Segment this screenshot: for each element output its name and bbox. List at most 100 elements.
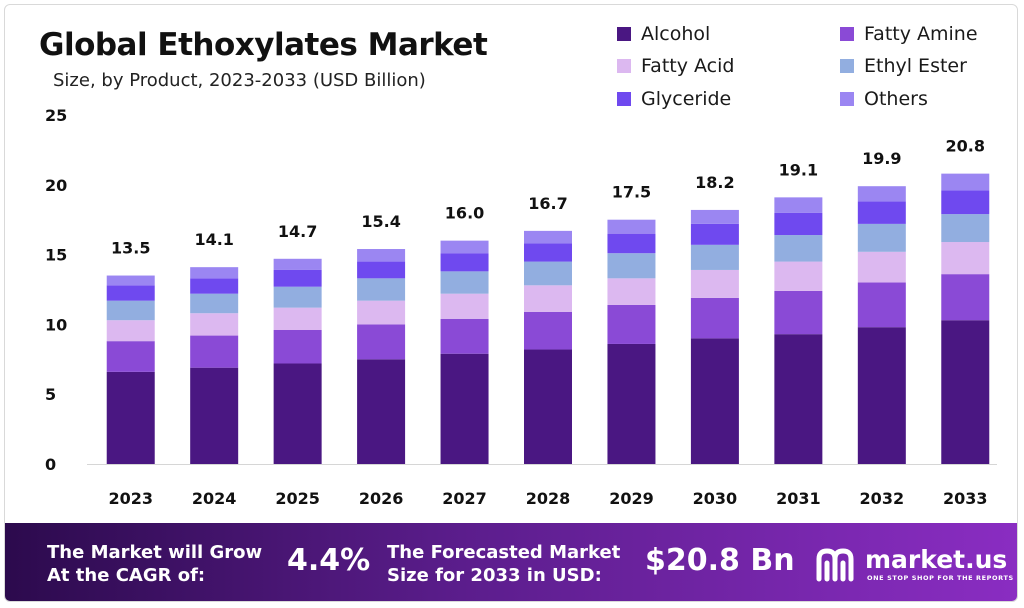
bar-total-label: 19.1 — [779, 160, 818, 179]
bar-segment-alcohol — [106, 371, 155, 464]
y-tick-label: 25 — [45, 106, 67, 125]
bar-segment-ethyl-ester — [190, 293, 239, 314]
bar-segment-others — [524, 230, 572, 244]
y-tick-label: 5 — [45, 385, 56, 404]
x-tick-label: 2025 — [275, 489, 320, 508]
x-tick-label: 2030 — [693, 489, 738, 508]
forecast-label-line2: Size for 2033 in USD: — [387, 565, 602, 586]
bar-segment-alcohol — [273, 363, 322, 464]
bar-segment-glyceride — [190, 278, 239, 294]
legend-item-glyceride: Glyceride — [617, 87, 731, 111]
bar-segment-others — [273, 258, 322, 270]
brand-logo: market.us ONE STOP SHOP FOR THE REPORTS — [813, 543, 1013, 587]
bar-segment-fatty-amine — [607, 304, 656, 344]
x-tick-label: 2031 — [776, 489, 821, 508]
legend-item-others: Others — [840, 87, 928, 111]
y-tick-label: 0 — [45, 455, 56, 474]
bar-segment-others — [440, 240, 489, 254]
bar-segment-fatty-amine — [190, 335, 239, 368]
bar-segment-fatty-acid — [607, 278, 656, 305]
bar-segment-ethyl-ester — [857, 223, 906, 252]
legend-swatch-ethyl-ester — [840, 59, 854, 73]
bar-segment-others — [774, 197, 823, 213]
bar-segment-glyceride — [857, 201, 906, 224]
bar-segment-others — [941, 173, 990, 191]
cagr-label-line1: The Market will Grow — [47, 542, 263, 563]
bar-segment-ethyl-ester — [357, 278, 406, 301]
x-tick-label: 2028 — [526, 489, 571, 508]
cagr-value: 4.4% — [287, 543, 371, 578]
x-tick-label: 2023 — [108, 489, 153, 508]
bar-segment-glyceride — [774, 212, 823, 236]
cagr-label: The Market will Grow At the CAGR of: — [47, 541, 262, 587]
legend-item-alcohol: Alcohol — [617, 22, 710, 46]
legend-item-fatty-amine: Fatty Amine — [840, 22, 978, 46]
bar-segment-fatty-amine — [941, 274, 990, 321]
legend-swatch-glyceride — [617, 92, 631, 106]
bar-segment-ethyl-ester — [774, 235, 823, 262]
bar-total-label: 13.5 — [111, 239, 150, 258]
bar-segment-ethyl-ester — [607, 253, 656, 279]
y-tick-label: 15 — [45, 246, 67, 265]
bar-segment-fatty-amine — [690, 297, 739, 339]
bar-total-label: 17.5 — [612, 183, 651, 202]
bar-segment-fatty-acid — [357, 300, 406, 325]
bar-total-label: 16.0 — [445, 204, 484, 223]
bar-segment-others — [190, 267, 239, 279]
bar-segment-ethyl-ester — [106, 300, 155, 321]
bar-segment-others — [357, 249, 406, 262]
bar-segment-fatty-acid — [774, 261, 823, 291]
bar-segment-fatty-acid — [857, 251, 906, 283]
x-tick-label: 2026 — [359, 489, 404, 508]
cagr-label-line2: At the CAGR of: — [47, 565, 206, 586]
bar-segment-alcohol — [941, 320, 990, 464]
bar-total-label: 18.2 — [695, 173, 734, 192]
bar-segment-alcohol — [857, 327, 906, 464]
bar-segment-alcohol — [774, 334, 823, 464]
legend-label: Fatty Amine — [864, 23, 978, 45]
bar-segment-ethyl-ester — [690, 244, 739, 270]
x-tick-label: 2033 — [943, 489, 988, 508]
bar-segment-ethyl-ester — [524, 261, 572, 286]
bar-segment-glyceride — [357, 261, 406, 279]
stacked-bar-chart: 051015202513.5202314.1202414.7202515.420… — [45, 106, 997, 508]
bar-segment-glyceride — [690, 223, 739, 245]
legend-label: Others — [864, 88, 928, 110]
bar-segment-others — [857, 186, 906, 202]
bar-total-label: 20.8 — [946, 137, 985, 156]
bar-segment-glyceride — [106, 285, 155, 301]
bar-segment-ethyl-ester — [273, 286, 322, 308]
bar-segment-fatty-amine — [440, 318, 489, 354]
bar-segment-fatty-acid — [690, 269, 739, 298]
bar-total-label: 14.1 — [194, 230, 233, 249]
legend-swatch-fatty-acid — [617, 59, 631, 73]
bar-total-label: 19.9 — [862, 149, 901, 168]
legend-label: Ethyl Ester — [864, 55, 967, 77]
bar-segment-ethyl-ester — [941, 214, 990, 243]
legend-label: Fatty Acid — [641, 55, 735, 77]
bar-total-label: 15.4 — [361, 212, 400, 231]
chart-legend: Alcohol Fatty Amine Fatty Acid Ethyl Est… — [617, 19, 1017, 119]
bar-segment-fatty-acid — [106, 320, 155, 342]
bar-segment-fatty-acid — [524, 285, 572, 312]
bar-segment-fatty-amine — [106, 341, 155, 372]
bar-segment-others — [106, 275, 155, 286]
bar-segment-glyceride — [607, 233, 656, 254]
legend-swatch-fatty-amine — [840, 27, 854, 41]
bar-segment-fatty-amine — [857, 282, 906, 328]
forecast-value: $20.8 Bn — [645, 543, 795, 578]
bar-total-label: 14.7 — [278, 222, 317, 241]
x-tick-label: 2027 — [442, 489, 487, 508]
legend-swatch-others — [840, 92, 854, 106]
summary-banner: The Market will Grow At the CAGR of: 4.4… — [5, 523, 1017, 601]
chart-title: Global Ethoxylates Market — [39, 27, 488, 63]
legend-label: Alcohol — [641, 23, 711, 45]
x-tick-label: 2024 — [192, 489, 237, 508]
x-tick-label: 2032 — [860, 489, 905, 508]
bar-segment-fatty-acid — [273, 307, 322, 330]
bar-segment-fatty-acid — [190, 313, 239, 336]
bar-segment-alcohol — [524, 349, 572, 464]
legend-item-fatty-acid: Fatty Acid — [617, 54, 734, 78]
bar-total-label: 16.7 — [528, 194, 567, 213]
y-tick-label: 20 — [45, 176, 67, 195]
